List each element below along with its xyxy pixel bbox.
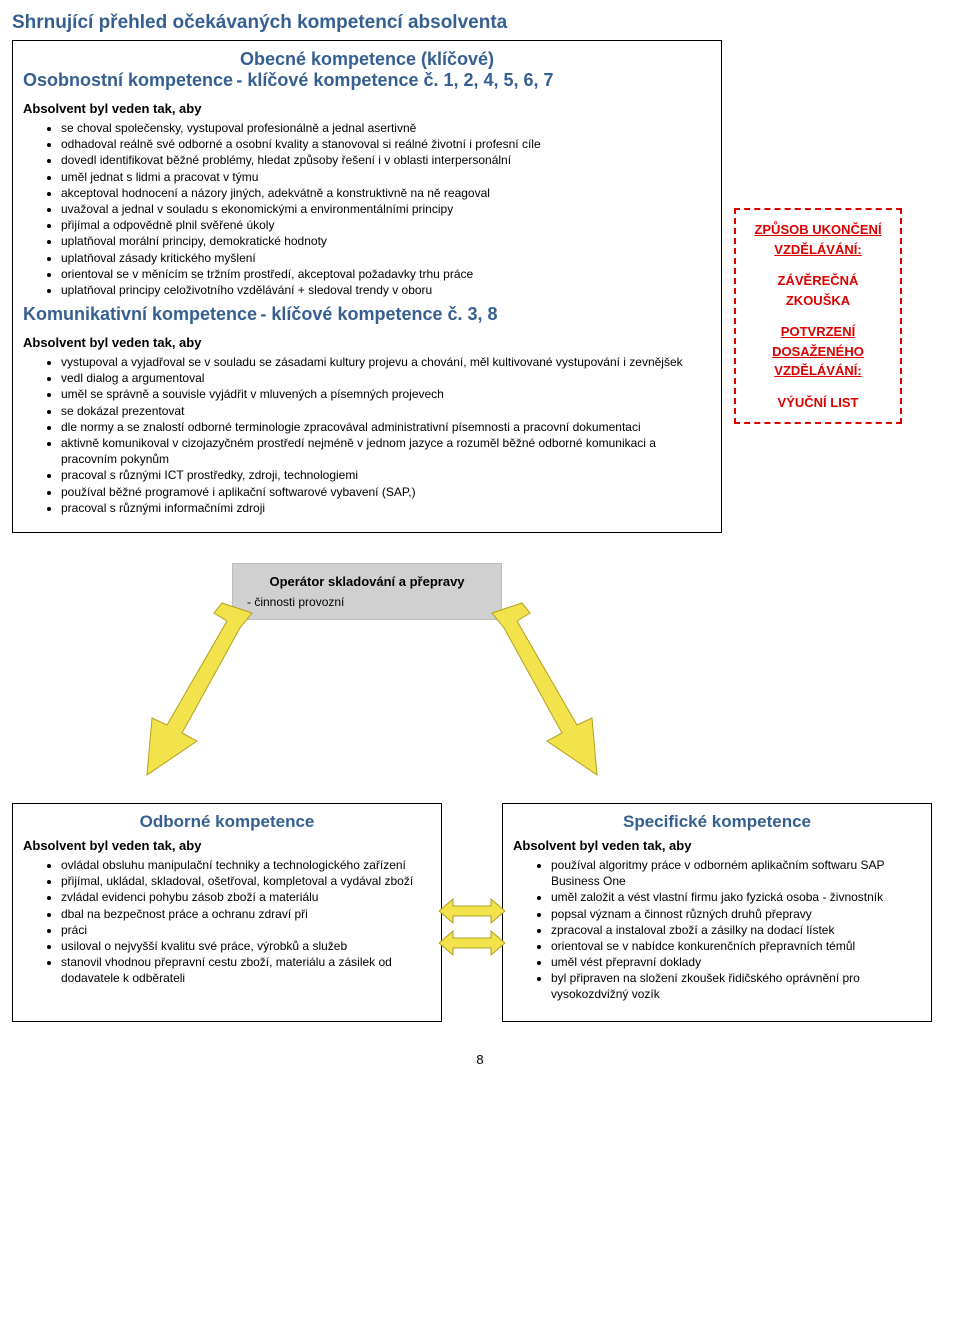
diagram-area: Operátor skladování a přepravy - činnost… (12, 553, 722, 793)
badge-line: ZÁVĚREČNÁ (744, 271, 892, 291)
osobnostni-list: se choval společensky, vystupoval profes… (23, 120, 711, 298)
list-item: aktivně komunikoval v cizojazyčném prost… (61, 435, 711, 467)
list-item: orientoval se v nabídce konkurenčních př… (551, 938, 921, 954)
list-item: orientoval se v měnícím se tržním prostř… (61, 266, 711, 282)
arrow-down-right-icon (472, 593, 622, 783)
list-item: odhadoval reálně své odborné a osobní kv… (61, 136, 711, 152)
operator-sub: - činnosti provozní (247, 595, 487, 609)
main-row: Obecné kompetence (klíčové) Osobnostní k… (12, 40, 948, 533)
list-item: stanovil vhodnou přepravní cestu zboží, … (61, 954, 431, 986)
osobnostni-lead: Absolvent byl veden tak, aby (23, 101, 711, 116)
operator-box: Operátor skladování a přepravy - činnost… (232, 563, 502, 620)
list-item: akceptoval hodnocení a názory jiných, ad… (61, 185, 711, 201)
list-item: uměl vést přepravní doklady (551, 954, 921, 970)
odborne-title: Odborné kompetence (23, 812, 431, 832)
list-item: dovedl identifikovat běžné problémy, hle… (61, 152, 711, 168)
badge-line: POTVRZENÍ (744, 322, 892, 342)
list-item: ovládal obsluhu manipulační techniky a t… (61, 857, 431, 873)
osobnostni-title: Osobnostní kompetence (23, 70, 233, 90)
list-item: pracoval s různými informačními zdroji (61, 500, 711, 516)
list-item: přijímal a odpovědně plnil svěřené úkoly (61, 217, 711, 233)
specificke-box: Specifické kompetence Absolvent byl vede… (502, 803, 932, 1022)
list-item: dle normy a se znalostí odborné terminol… (61, 419, 711, 435)
komunikativni-title: Komunikativní kompetence (23, 304, 257, 324)
list-item: uplatňoval morální principy, demokratick… (61, 233, 711, 249)
komunikativni-suffix: - klíčové kompetence č. 3, 8 (260, 304, 497, 324)
badge-line: VÝUČNÍ LIST (744, 393, 892, 413)
list-item: zpracoval a instaloval zboží a zásilky n… (551, 922, 921, 938)
list-item: pracoval s různými ICT prostředky, zdroj… (61, 467, 711, 483)
list-item: používal běžné programové i aplikační so… (61, 484, 711, 500)
komunikativni-heading: Komunikativní kompetence - klíčové kompe… (23, 304, 711, 325)
double-arrow-icon (439, 893, 505, 963)
specificke-title: Specifické kompetence (513, 812, 921, 832)
list-item: používal algoritmy práce v odborném apli… (551, 857, 921, 889)
list-item: zvládal evidenci pohybu zásob zboží a ma… (61, 889, 431, 905)
arrows-between (439, 893, 505, 963)
badge-line: ZPŮSOB UKONČENÍ (744, 220, 892, 240)
arrow-down-left-icon (122, 593, 272, 783)
list-item: vedl dialog a argumentoval (61, 370, 711, 386)
list-item: dbal na bezpečnost práce a ochranu zdrav… (61, 906, 431, 922)
bottom-row: Odborné kompetence Absolvent byl veden t… (12, 803, 948, 1022)
page-number: 8 (12, 1052, 948, 1067)
list-item: uměl založit a vést vlastní firmu jako f… (551, 889, 921, 905)
badge-line: ZKOUŠKA (744, 291, 892, 311)
list-item: byl připraven na složení zkoušek řidičsk… (551, 970, 921, 1002)
specificke-lead: Absolvent byl veden tak, aby (513, 838, 921, 853)
list-item: se dokázal prezentovat (61, 403, 711, 419)
operator-title: Operátor skladování a přepravy (247, 574, 487, 589)
list-item: popsal význam a činnost různých druhů př… (551, 906, 921, 922)
list-item: usiloval o nejvyšší kvalitu své práce, v… (61, 938, 431, 954)
list-item: vystupoval a vyjadřoval se v souladu se … (61, 354, 711, 370)
osobnostni-suffix: - klíčové kompetence č. 1, 2, 4, 5, 6, 7 (236, 70, 553, 90)
list-item: uměl jednat s lidmi a pracovat v týmu (61, 169, 711, 185)
general-competencies-box: Obecné kompetence (klíčové) Osobnostní k… (12, 40, 722, 533)
badge-line: VZDĚLÁVÁNÍ: (744, 240, 892, 260)
box-title-general: Obecné kompetence (klíčové) (23, 49, 711, 70)
page-title: Shrnující přehled očekávaných kompetencí… (12, 12, 948, 34)
completion-badge: ZPŮSOB UKONČENÍ VZDĚLÁVÁNÍ: ZÁVĚREČNÁ ZK… (734, 208, 902, 424)
osobnostni-heading: Osobnostní kompetence - klíčové kompeten… (23, 70, 711, 91)
badge-line: VZDĚLÁVÁNÍ: (744, 361, 892, 381)
odborne-list: ovládal obsluhu manipulační techniky a t… (23, 857, 431, 987)
list-item: uplatňoval principy celoživotního vzdělá… (61, 282, 711, 298)
list-item: uměl se správně a souvisle vyjádřit v ml… (61, 386, 711, 402)
list-item: uplatňoval zásady kritického myšlení (61, 250, 711, 266)
odborne-lead: Absolvent byl veden tak, aby (23, 838, 431, 853)
komunikativni-list: vystupoval a vyjadřoval se v souladu se … (23, 354, 711, 516)
list-item: se choval společensky, vystupoval profes… (61, 120, 711, 136)
badge-line: DOSAŽENÉHO (744, 342, 892, 362)
komunikativni-lead: Absolvent byl veden tak, aby (23, 335, 711, 350)
odborne-box: Odborné kompetence Absolvent byl veden t… (12, 803, 442, 1022)
specificke-list: používal algoritmy práce v odborném apli… (513, 857, 921, 1003)
list-item: uvažoval a jednal v souladu s ekonomický… (61, 201, 711, 217)
list-item: práci (61, 922, 431, 938)
list-item: přijímal, ukládal, skladoval, ošetřoval,… (61, 873, 431, 889)
